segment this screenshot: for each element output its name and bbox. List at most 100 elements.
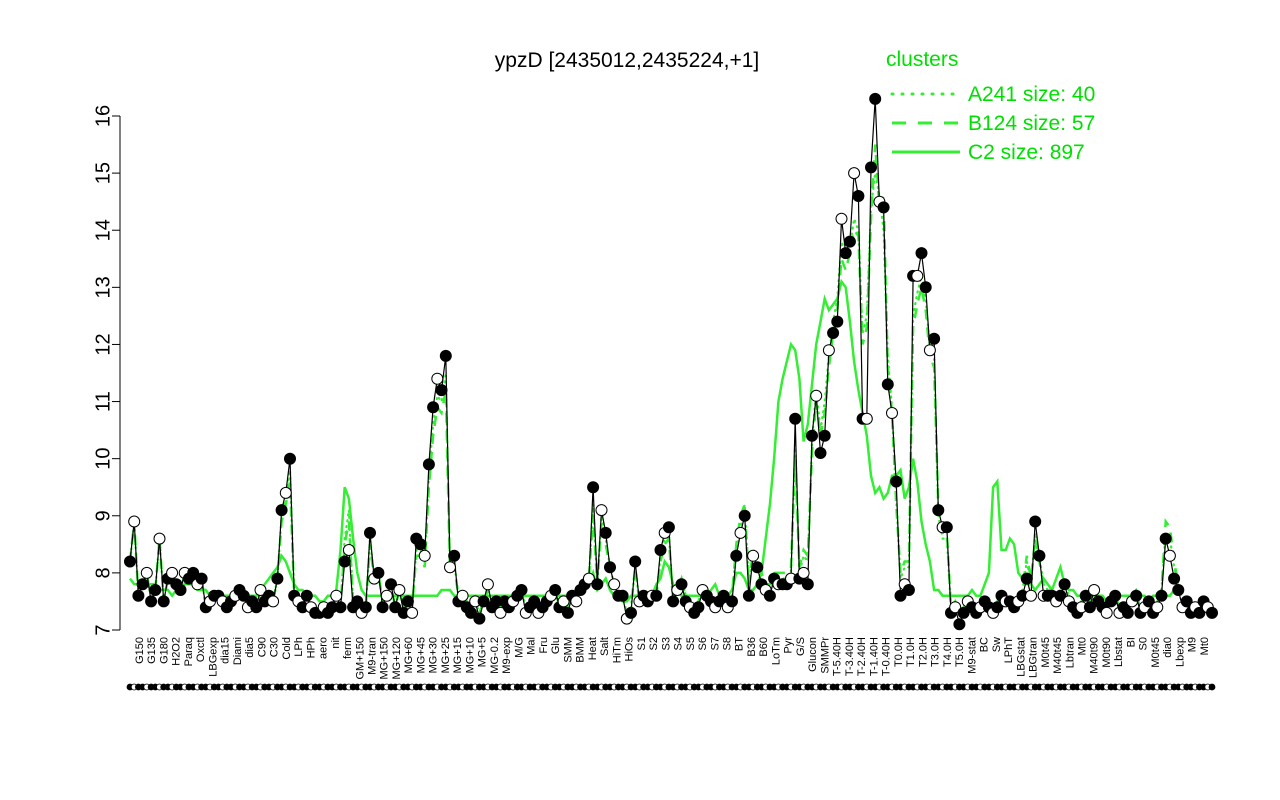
data-point xyxy=(422,458,435,471)
data-point xyxy=(923,344,936,357)
x-tick-label: M40t90 xyxy=(1089,637,1101,674)
data-point xyxy=(717,589,730,602)
x-tick-label: Heat xyxy=(587,637,599,660)
x-tick-label: Cold xyxy=(281,637,293,660)
data-point xyxy=(145,595,158,608)
x-tick-label: LPh xyxy=(293,637,305,657)
data-point xyxy=(928,332,941,345)
data-point xyxy=(330,589,343,602)
x-tick-label: nit xyxy=(330,637,342,649)
x-tick-label: T-2.40H xyxy=(856,637,868,676)
data-point xyxy=(860,412,873,425)
data-point xyxy=(1083,601,1096,614)
x-tick-label: LBGexp xyxy=(207,637,219,677)
data-point xyxy=(886,407,898,419)
data-point xyxy=(1172,584,1185,596)
x-tick-label: ferm xyxy=(342,637,354,659)
data-point xyxy=(877,201,890,214)
y-tick-label: 13 xyxy=(92,276,114,298)
x-tick-label: M9 xyxy=(1187,637,1199,652)
data-point xyxy=(124,555,136,568)
x-tick-label: Mt0 xyxy=(1199,637,1211,655)
x-tick-label: S3 xyxy=(660,637,672,650)
data-point xyxy=(650,589,663,602)
y-tick-label: 14 xyxy=(92,219,114,241)
x-tick-label: MG+150 xyxy=(379,637,391,680)
data-point xyxy=(599,526,612,539)
data-point xyxy=(831,315,844,328)
x-tick-label: Pyr xyxy=(783,637,795,654)
data-point xyxy=(300,589,313,602)
x-tick-label: B60 xyxy=(758,637,770,657)
data-point xyxy=(734,526,747,539)
x-tick-label: T-0.40H xyxy=(881,637,893,676)
x-tick-label: dia5 xyxy=(244,637,256,658)
data-point xyxy=(839,247,852,260)
x-tick-label: Mal xyxy=(526,637,538,655)
x-tick-label: M9-exp xyxy=(501,637,513,674)
x-tick-label: T-1.40H xyxy=(868,637,880,676)
data-point xyxy=(237,589,250,602)
data-point xyxy=(376,601,389,614)
data-point xyxy=(342,544,355,556)
data-point xyxy=(692,601,705,614)
x-tick-label: B36 xyxy=(746,637,758,657)
data-point xyxy=(372,566,385,579)
x-tick-label: S6 xyxy=(697,637,709,650)
x-tick-label: S5 xyxy=(685,637,697,650)
x-tick-label: HPh xyxy=(305,637,317,658)
x-tick-label: S4 xyxy=(673,637,685,650)
x-tick-label: M40t45 xyxy=(1052,637,1064,674)
data-point xyxy=(456,589,469,602)
data-point xyxy=(149,584,162,596)
data-point xyxy=(380,589,393,602)
data-point xyxy=(763,589,776,602)
data-point xyxy=(439,349,452,362)
data-point xyxy=(1020,572,1033,585)
data-point xyxy=(414,538,427,551)
data-point xyxy=(473,612,486,625)
data-point xyxy=(582,572,595,585)
x-tick-label: M0t45 xyxy=(1040,637,1052,668)
data-point xyxy=(136,578,149,591)
data-point xyxy=(940,521,953,534)
x-tick-label: H2O2 xyxy=(171,637,183,666)
data-point xyxy=(730,549,743,562)
data-point xyxy=(1142,595,1155,608)
legend-entry-label: A241 size: 40 xyxy=(968,83,1095,106)
data-point xyxy=(1100,606,1113,619)
x-tick-label: dia0 xyxy=(1162,637,1174,658)
sample-marker xyxy=(1208,683,1216,691)
y-tick-label: 10 xyxy=(92,448,114,470)
x-tick-label: G135 xyxy=(146,637,158,664)
x-tick-label: LoTm xyxy=(770,637,782,665)
x-tick-label: T1.0H xyxy=(905,637,917,667)
x-tick-label: MG+10 xyxy=(464,637,476,673)
data-point xyxy=(338,555,351,568)
data-point xyxy=(751,561,764,574)
x-tick-label: T0.0H xyxy=(893,637,905,667)
x-tick-label: T-3.40H xyxy=(844,637,856,676)
x-tick-label: GM+150 xyxy=(354,637,366,680)
x-tick-label: G180 xyxy=(158,637,170,664)
x-tick-label: Glu xyxy=(550,637,562,654)
data-point xyxy=(448,549,461,562)
chart-title: ypzD [2435012,2435224,+1] xyxy=(495,49,759,72)
data-point xyxy=(789,412,802,425)
data-point xyxy=(140,566,153,579)
x-tick-label: MG+5 xyxy=(477,637,489,667)
data-point xyxy=(949,601,962,614)
x-tick-label: S2 xyxy=(648,637,660,650)
data-point xyxy=(477,595,490,608)
data-point xyxy=(279,486,292,499)
data-point xyxy=(797,566,810,579)
data-point xyxy=(865,161,877,174)
data-point xyxy=(465,606,477,619)
x-tick-label: MG+120 xyxy=(391,637,403,680)
x-tick-label: Lbexp xyxy=(1174,637,1186,667)
data-point xyxy=(869,92,882,105)
x-tick-label: C90 xyxy=(256,637,268,657)
data-point xyxy=(902,584,915,596)
data-point xyxy=(806,429,818,442)
x-tick-label: S7 xyxy=(709,637,721,650)
